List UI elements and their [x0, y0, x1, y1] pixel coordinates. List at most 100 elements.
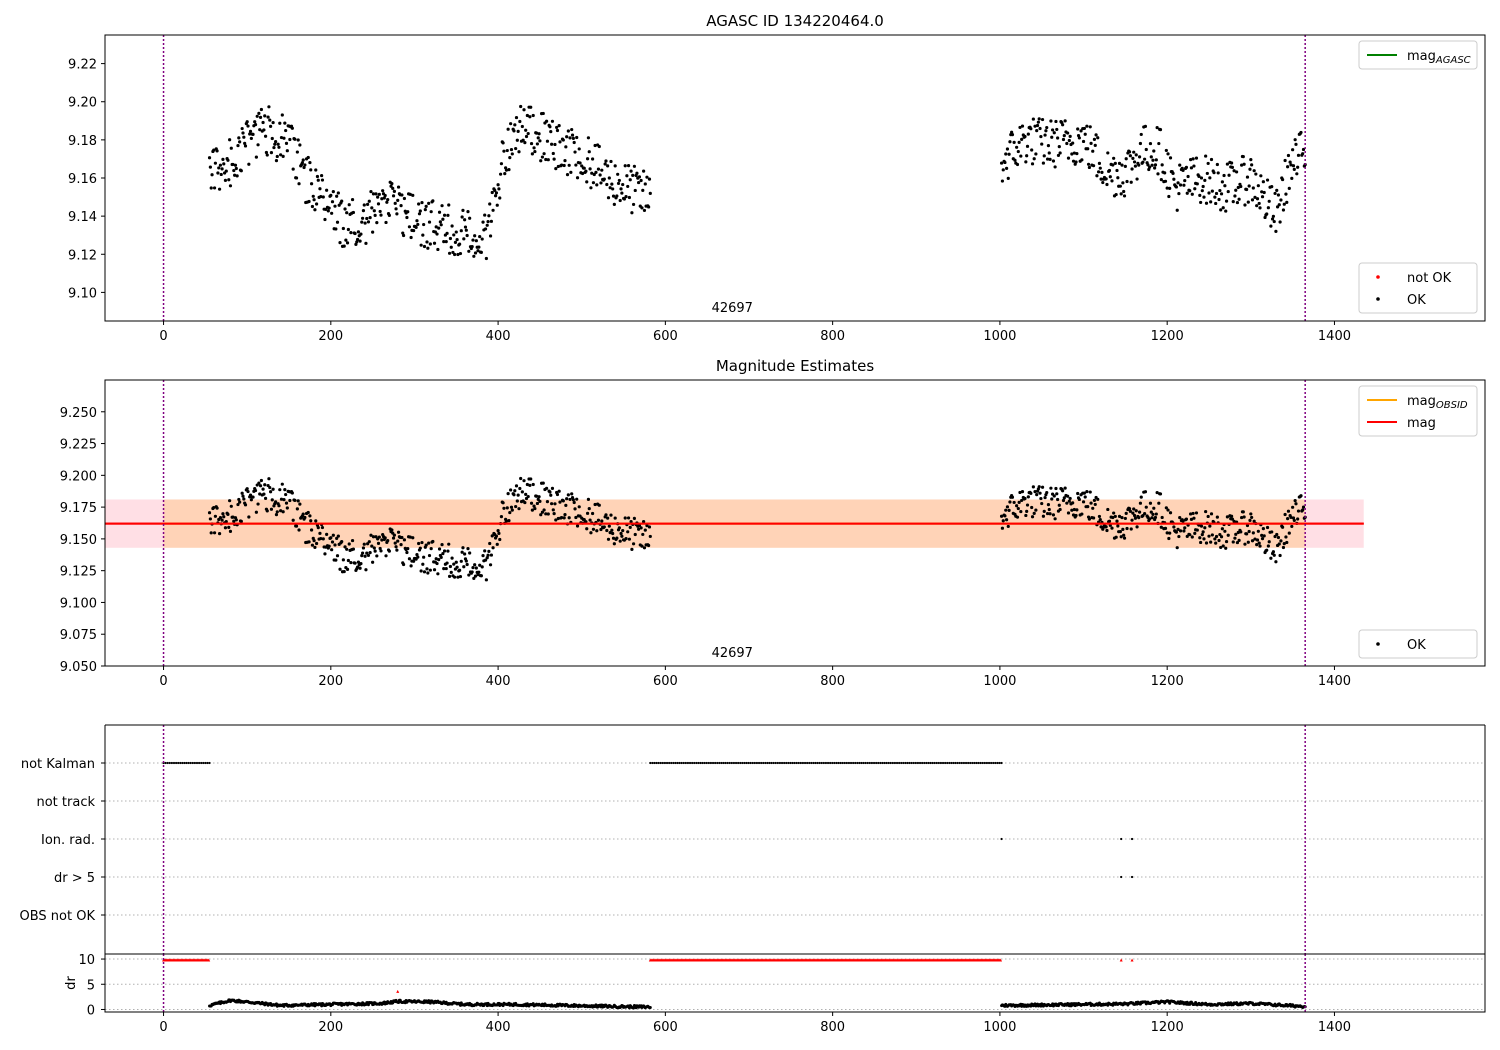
ok-point	[1135, 177, 1139, 181]
ok-point	[462, 565, 466, 569]
ok-point	[1260, 537, 1265, 541]
ok-point	[461, 546, 465, 550]
ok-point	[1152, 149, 1156, 153]
ok-point	[558, 140, 562, 144]
ok-point	[466, 210, 470, 214]
ok-point	[1286, 165, 1290, 169]
ok-point	[1013, 158, 1017, 162]
ok-point	[425, 567, 429, 571]
ok-point	[611, 187, 615, 191]
ok-point	[607, 176, 611, 180]
ok-point	[1134, 509, 1138, 513]
ok-point	[479, 574, 483, 578]
ok-point	[550, 502, 554, 506]
ok-point	[575, 135, 579, 140]
ok-point	[402, 538, 407, 542]
flag-point	[910, 761, 913, 765]
ok-point	[473, 251, 478, 255]
ok-point	[338, 240, 342, 245]
ok-point	[277, 145, 281, 149]
ok-point	[519, 476, 523, 481]
ok-point	[281, 154, 285, 159]
ok-point	[1015, 162, 1020, 167]
ok-point	[617, 526, 621, 530]
ok-point	[503, 172, 507, 176]
ok-point	[479, 250, 483, 254]
ok-point	[279, 497, 284, 501]
ok-point	[1006, 524, 1010, 529]
ok-point	[1039, 134, 1043, 139]
flag-point	[197, 761, 201, 765]
flag-point	[183, 761, 186, 765]
ok-point	[1260, 533, 1264, 537]
ok-point	[506, 492, 510, 496]
ok-point	[1258, 206, 1262, 210]
ok-point	[295, 507, 299, 511]
ok-point	[437, 558, 441, 562]
ok-point	[459, 559, 463, 563]
ok-point	[1168, 531, 1172, 535]
ok-point	[351, 547, 355, 551]
y-tick-label: 9.250	[60, 406, 97, 421]
ok-point	[516, 129, 520, 134]
flag-point	[686, 761, 690, 765]
ok-point	[222, 162, 226, 166]
ok-point	[545, 500, 550, 504]
flag-point	[921, 761, 924, 765]
ok-point	[1206, 161, 1210, 166]
ok-point	[1137, 163, 1141, 167]
flag-point	[933, 761, 936, 765]
ok-point	[1045, 157, 1050, 161]
ok-point	[625, 174, 629, 178]
ok-point	[1035, 493, 1039, 497]
flag-point	[787, 761, 790, 765]
ok-point	[483, 227, 488, 231]
ok-point	[593, 502, 597, 507]
ok-point	[373, 549, 377, 553]
ok-point	[1111, 515, 1115, 520]
ok-point	[411, 193, 415, 197]
ok-point	[525, 482, 529, 487]
ok-point	[1007, 508, 1011, 512]
ok-point	[1166, 508, 1170, 512]
flag-point	[709, 761, 713, 765]
ok-point	[271, 487, 275, 491]
ok-point	[1155, 126, 1159, 130]
ok-point	[1278, 553, 1282, 558]
ok-point	[1062, 496, 1066, 500]
flag-point	[697, 761, 700, 765]
ok-point	[571, 136, 575, 140]
ok-point	[227, 525, 231, 529]
ok-point	[506, 127, 510, 131]
ok-point	[1141, 160, 1145, 164]
ok-point	[1023, 134, 1027, 139]
ok-point	[1209, 540, 1213, 544]
ok-point	[310, 204, 315, 209]
ok-point	[1157, 501, 1161, 505]
ok-point	[361, 216, 365, 220]
ok-point	[1037, 485, 1041, 489]
ok-point	[261, 120, 265, 125]
ok-point	[1068, 134, 1072, 138]
ok-point	[1099, 177, 1103, 181]
legend-box	[1358, 262, 1478, 314]
ok-point	[220, 167, 224, 171]
x-tick-label: 600	[653, 674, 678, 689]
x-tick-label: 600	[653, 1020, 678, 1035]
ok-point	[521, 138, 525, 142]
ok-point	[642, 208, 647, 213]
ok-point	[585, 527, 589, 531]
ok-point	[275, 154, 279, 159]
ok-point	[346, 558, 350, 563]
ok-point	[1240, 163, 1244, 167]
flag-point	[657, 761, 660, 765]
ok-point	[331, 190, 335, 194]
ok-point	[307, 199, 311, 204]
ok-point	[563, 513, 567, 517]
ok-point	[422, 555, 426, 559]
ok-point	[1224, 199, 1229, 203]
x-tick-label: 200	[318, 329, 343, 344]
ok-point	[1251, 531, 1255, 535]
ok-point	[591, 527, 596, 531]
ok-point	[373, 213, 377, 217]
